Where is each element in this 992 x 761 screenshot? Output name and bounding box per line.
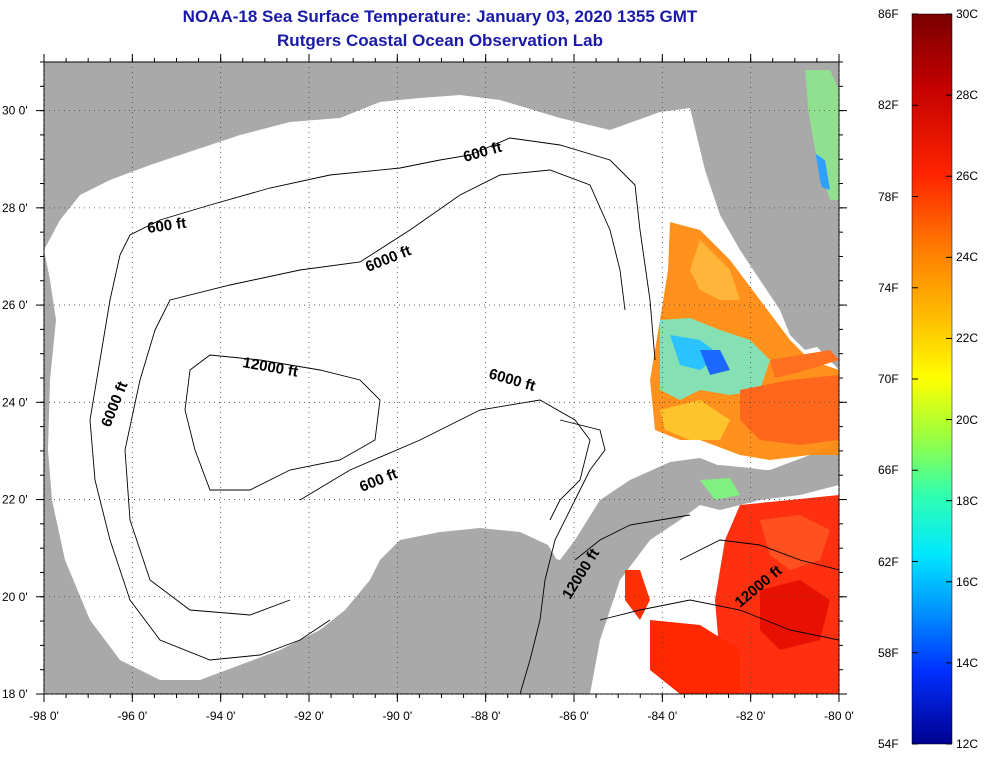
lon-tick-label: -84 0' (648, 709, 678, 723)
lat-tick-label: 30 0' (2, 104, 28, 118)
colorbar-fahrenheit-label: 58F (878, 645, 899, 660)
lat-tick-label: 18 0' (2, 687, 28, 701)
lat-tick-label: 28 0' (2, 201, 28, 215)
lat-tick-label: 24 0' (2, 395, 28, 409)
florida-land (690, 70, 839, 350)
contour-label-600ft-west: 600 ft (146, 215, 187, 237)
colorbar-celsius-label: 12C (956, 737, 979, 751)
colorbar-fahrenheit-label: 82F (878, 98, 899, 113)
colorbar-celsius-label: 24C (956, 250, 979, 265)
colorbar-celsius-label: 30C (956, 7, 979, 21)
map-subtitle: Rutgers Coastal Ocean Observation Lab (277, 31, 603, 50)
axis-tick-labels: -98 0' -96 0' -94 0' -92 0' -90 0' -88 0' -86 … (2, 104, 854, 723)
colorbar-celsius-label: 26C (956, 169, 979, 184)
graticule (36, 54, 847, 702)
colorbar-fahrenheit-label: 78F (878, 189, 899, 204)
lon-tick-label: -94 0' (206, 709, 236, 723)
colorbar-ticks (912, 13, 952, 745)
colorbar (911, 13, 953, 745)
depth-contours (89, 137, 839, 694)
colorbar-celsius-label: 14C (956, 655, 979, 670)
lon-tick-label: -86 0' (559, 709, 589, 723)
colorbar-fahrenheit-label: 70F (878, 372, 899, 386)
lat-tick-label: 20 0' (2, 590, 28, 604)
sst-data-east-gulf (650, 222, 839, 460)
lon-tick-label: -90 0' (383, 709, 413, 723)
colorbar-fahrenheit-label: 74F (878, 280, 899, 295)
lon-tick-label: -82 0' (736, 709, 766, 723)
sst-data-caribbean (625, 478, 839, 694)
lon-tick-label: -88 0' (471, 709, 501, 723)
colorbar-fahrenheit-label: 66F (878, 463, 899, 478)
colorbar-fahrenheit-label: 62F (878, 554, 899, 569)
lat-tick-label: 26 0' (2, 298, 28, 312)
lon-tick-label: -92 0' (294, 709, 324, 723)
gulf-water (44, 95, 839, 680)
yucatan-land (330, 528, 560, 694)
colorbar-fahrenheit-label: 54F (878, 737, 899, 751)
colorbar-celsius-label: 20C (956, 412, 979, 427)
colorbar-celsius-label: 22C (956, 331, 979, 346)
lon-tick-label: -98 0' (29, 709, 59, 723)
lon-tick-label: -96 0' (118, 709, 148, 723)
colorbar-celsius-label: 18C (956, 493, 979, 508)
lon-tick-label: -80 0' (824, 709, 854, 723)
colorbar-celsius-label: 28C (956, 88, 979, 103)
colorbar-celsius-label: 16C (956, 574, 979, 589)
colorbar-fahrenheit-label: 86F (878, 7, 899, 21)
cuba-land (640, 465, 839, 505)
map-title: NOAA-18 Sea Surface Temperature: January… (182, 7, 698, 26)
lat-tick-label: 22 0' (2, 493, 28, 507)
